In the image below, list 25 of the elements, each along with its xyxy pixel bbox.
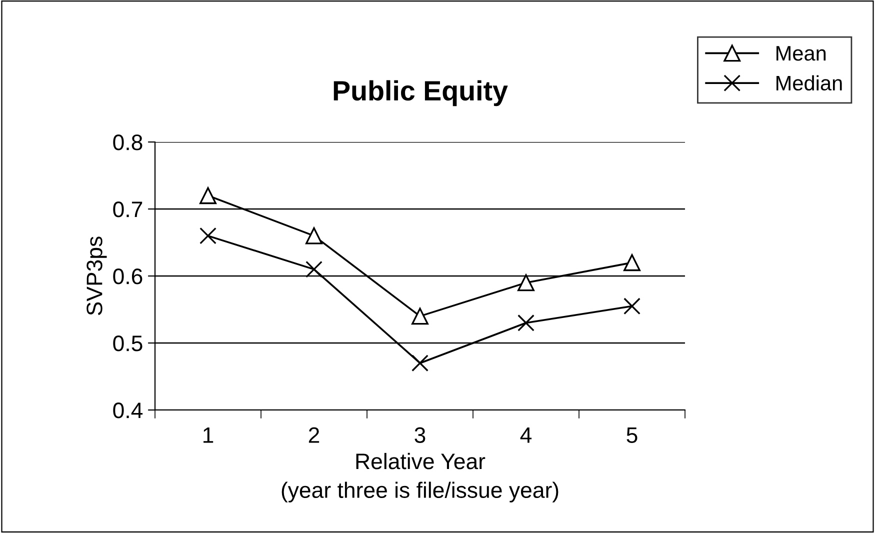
y-tick-label: 0.7	[113, 202, 142, 218]
x-axis-title: Relative Year (year three is file/issue year)	[282, 452, 558, 502]
chart-title: Public Equity	[334, 80, 508, 106]
point	[200, 227, 216, 244]
point	[624, 298, 640, 315]
x-tick-label: 2	[308, 427, 320, 443]
x-tick-label: 5	[626, 427, 638, 443]
point	[306, 260, 322, 278]
y-axis-title: SVP3ps	[86, 236, 107, 316]
y-tick-label: 0.8	[113, 134, 142, 150]
point	[412, 308, 428, 325]
x-tick-label: 3	[414, 427, 426, 443]
point	[412, 354, 428, 372]
point	[518, 274, 534, 292]
point	[200, 187, 216, 204]
point	[624, 254, 640, 272]
x-tick-label: 4	[520, 427, 532, 443]
legend-label: Median	[776, 75, 842, 91]
legend-label: Mean	[776, 46, 826, 61]
point	[518, 314, 534, 332]
y-tick-label: 0.6	[113, 268, 142, 284]
point	[306, 227, 322, 244]
y-tick-label: 0.5	[113, 336, 142, 352]
x-tick-label: 1	[204, 427, 214, 443]
y-tick-label: 0.4	[113, 402, 143, 418]
